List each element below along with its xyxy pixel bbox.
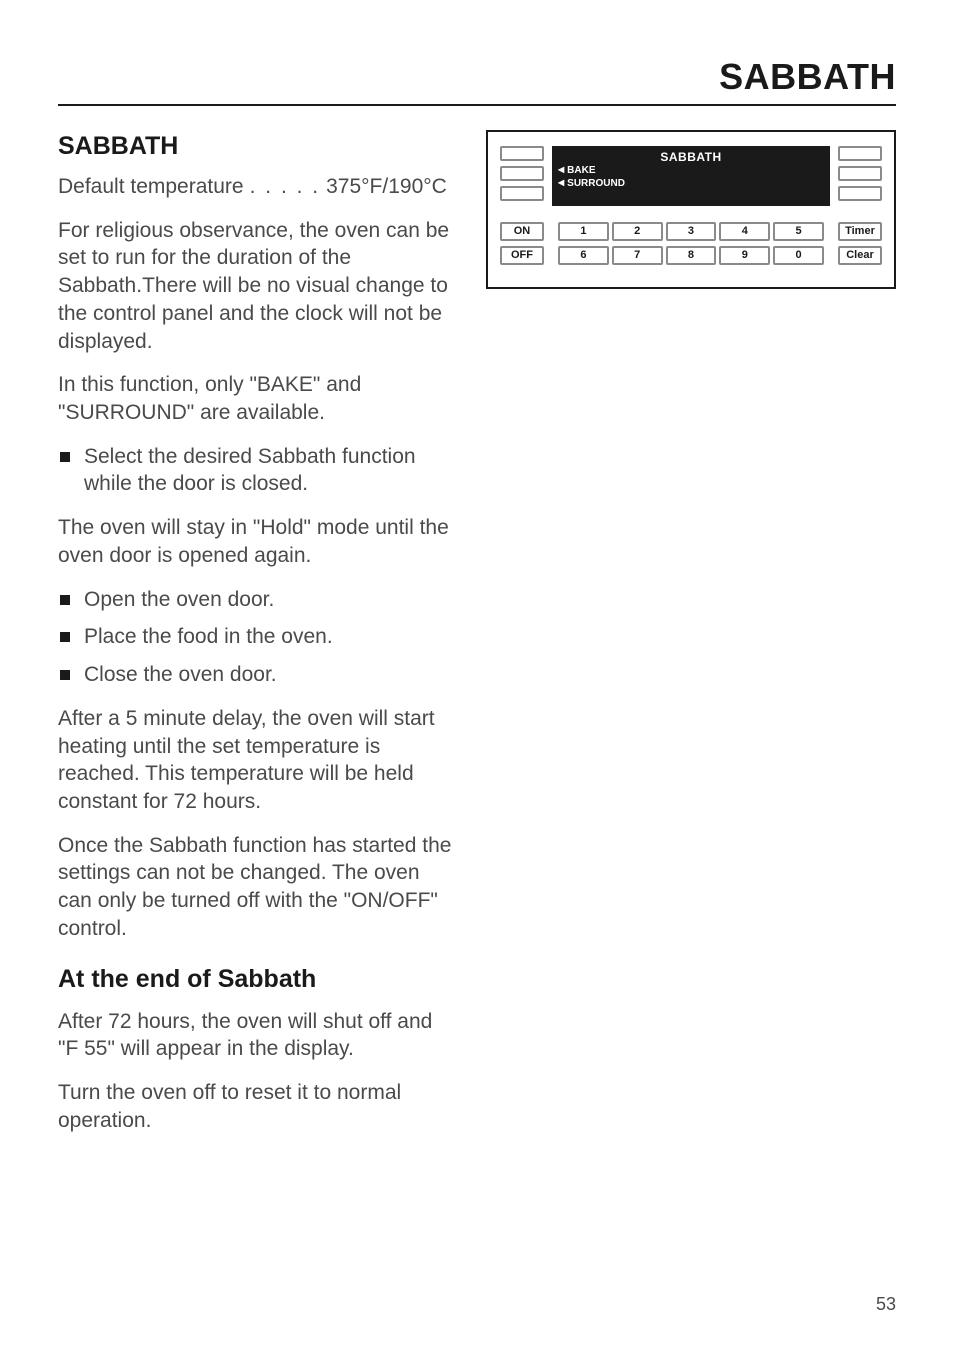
- numpad-4[interactable]: 4: [719, 222, 770, 241]
- clear-button[interactable]: Clear: [838, 246, 882, 265]
- list-item: Open the oven door.: [58, 586, 458, 614]
- bullet-list: Open the oven door. Place the food in th…: [58, 586, 458, 689]
- page-title: SABBATH: [58, 56, 896, 98]
- paragraph: In this function, only "BAKE" and "SURRO…: [58, 371, 458, 426]
- paragraph: Turn the oven off to reset it to normal …: [58, 1079, 458, 1134]
- numpad-5[interactable]: 5: [773, 222, 824, 241]
- softkey-button[interactable]: [500, 166, 544, 181]
- paragraph: Once the Sabbath function has started th…: [58, 832, 458, 943]
- softkey-button[interactable]: [500, 146, 544, 161]
- numpad: 1 2 3 4 5 6 7 8 9 0: [558, 222, 824, 265]
- list-item: Place the food in the oven.: [58, 623, 458, 651]
- paragraph: The oven will stay in "Hold" mode until …: [58, 514, 458, 569]
- side-column: Timer Clear: [838, 222, 882, 265]
- numpad-2[interactable]: 2: [612, 222, 663, 241]
- paragraph: After a 5 minute delay, the oven will st…: [58, 705, 458, 816]
- numpad-3[interactable]: 3: [666, 222, 717, 241]
- softkey-button[interactable]: [838, 146, 882, 161]
- softkey-button[interactable]: [838, 186, 882, 201]
- panel-top-row: SABBATH BAKE SURROUND: [500, 146, 882, 206]
- numpad-0[interactable]: 0: [773, 246, 824, 265]
- panel-bottom-row: ON OFF 1 2 3 4 5 6 7 8 9 0: [500, 222, 882, 265]
- left-softkeys: [500, 146, 544, 201]
- left-column: SABBATH Default temperature . . . . . 37…: [58, 130, 458, 1150]
- right-softkeys: [838, 146, 882, 201]
- page-header: SABBATH: [58, 56, 896, 106]
- page: SABBATH SABBATH Default temperature . . …: [0, 0, 954, 1351]
- list-item: Select the desired Sabbath function whil…: [58, 443, 458, 498]
- list-item: Close the oven door.: [58, 661, 458, 689]
- lcd-options: BAKE SURROUND: [558, 164, 625, 190]
- section-heading: SABBATH: [58, 130, 458, 163]
- lcd-title: SABBATH: [558, 150, 824, 164]
- lcd-display: SABBATH BAKE SURROUND: [552, 146, 830, 206]
- numpad-1[interactable]: 1: [558, 222, 609, 241]
- onoff-column: ON OFF: [500, 222, 544, 265]
- right-column: SABBATH BAKE SURROUND ON: [486, 130, 896, 1150]
- default-temp-label: Default temperature: [58, 173, 244, 201]
- lcd-option-surround: SURROUND: [558, 177, 625, 190]
- softkey-button[interactable]: [838, 166, 882, 181]
- dot-leader: . . . . .: [244, 173, 327, 201]
- timer-button[interactable]: Timer: [838, 222, 882, 241]
- on-button[interactable]: ON: [500, 222, 544, 241]
- default-temp-value: 375°F/190°C: [326, 173, 447, 201]
- control-panel: SABBATH BAKE SURROUND ON: [486, 130, 896, 289]
- page-number: 53: [876, 1294, 896, 1315]
- numpad-8[interactable]: 8: [666, 246, 717, 265]
- default-temp-line: Default temperature . . . . . 375°F/190°…: [58, 173, 458, 201]
- bullet-list: Select the desired Sabbath function whil…: [58, 443, 458, 498]
- subsection-heading: At the end of Sabbath: [58, 963, 458, 996]
- lcd-option-bake: BAKE: [558, 164, 625, 177]
- paragraph: After 72 hours, the oven will shut off a…: [58, 1008, 458, 1063]
- softkey-button[interactable]: [500, 186, 544, 201]
- numpad-6[interactable]: 6: [558, 246, 609, 265]
- columns: SABBATH Default temperature . . . . . 37…: [58, 130, 896, 1150]
- numpad-9[interactable]: 9: [719, 246, 770, 265]
- numpad-7[interactable]: 7: [612, 246, 663, 265]
- paragraph: For religious observance, the oven can b…: [58, 217, 458, 356]
- off-button[interactable]: OFF: [500, 246, 544, 265]
